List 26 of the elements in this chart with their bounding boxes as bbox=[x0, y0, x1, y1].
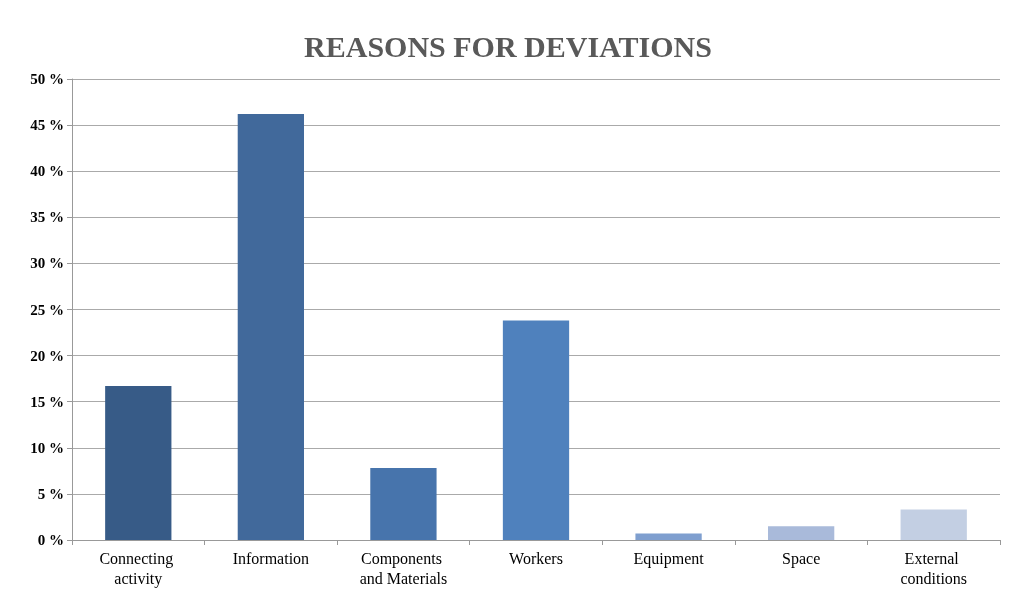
y-tick-label: 30 % bbox=[30, 255, 64, 272]
x-tick-label: Space bbox=[782, 549, 821, 568]
bar bbox=[370, 468, 437, 540]
y-tick-label: 40 % bbox=[30, 163, 64, 180]
y-tick-label: 35 % bbox=[30, 209, 64, 226]
x-tick-label: Equipment bbox=[633, 549, 705, 568]
y-tick-label: 45 % bbox=[30, 117, 64, 134]
bar bbox=[502, 320, 570, 540]
y-tick-label: 20 % bbox=[30, 347, 64, 364]
y-tick-label: 15 % bbox=[30, 393, 64, 410]
x-tick-label: Information bbox=[232, 549, 310, 567]
y-tick-label: 10 % bbox=[30, 439, 64, 456]
y-tick-label: 5 % bbox=[37, 485, 64, 502]
chart-title: REASONS FOR DEVIATIONS bbox=[304, 29, 712, 63]
x-tick-label: Connecting activity bbox=[99, 549, 178, 588]
y-tick-label: 25 % bbox=[30, 301, 64, 318]
bar bbox=[768, 526, 835, 540]
x-tick-label: Workers bbox=[509, 549, 563, 567]
bar bbox=[635, 533, 702, 540]
y-tick-label: 50 % bbox=[30, 71, 64, 87]
bar bbox=[105, 386, 172, 540]
x-tick-label: Components and Materials bbox=[359, 549, 448, 587]
x-tick-label: External conditions bbox=[900, 549, 968, 587]
bar bbox=[900, 509, 967, 540]
bar bbox=[237, 114, 304, 540]
y-tick-label: 0 % bbox=[37, 532, 64, 548]
